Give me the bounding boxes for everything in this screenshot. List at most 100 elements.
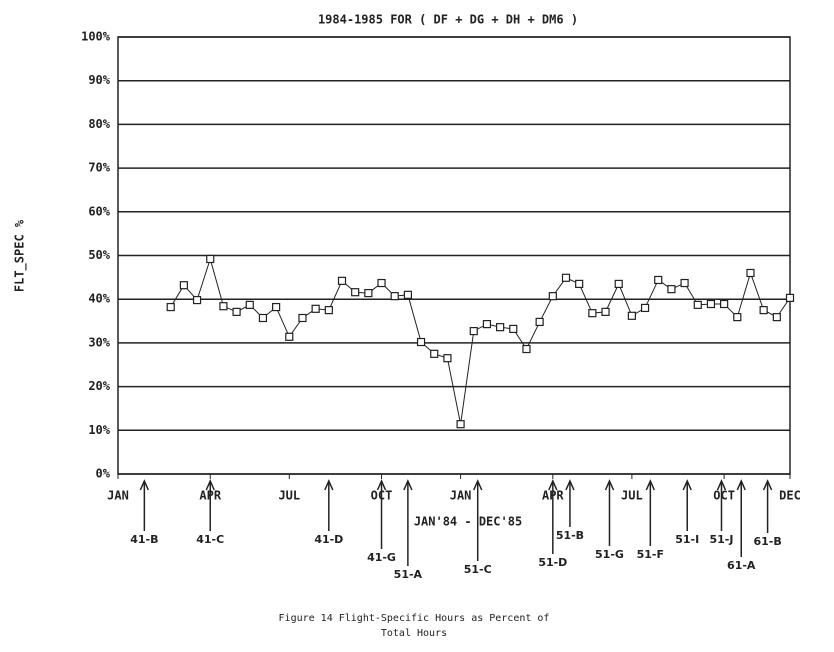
- arrow-head: [376, 479, 387, 491]
- data-point: [667, 285, 676, 294]
- data-point: [443, 354, 452, 363]
- x-tick-label: JUL: [621, 489, 643, 503]
- annotation-label: 61-B: [753, 535, 781, 548]
- annotation-label: 41-C: [196, 533, 224, 546]
- data-point: [561, 273, 571, 282]
- annotation-label: 51-A: [394, 568, 423, 581]
- data-point: [364, 288, 373, 298]
- y-tick-label: 80%: [88, 117, 110, 131]
- annotation-label: 51-C: [464, 563, 492, 576]
- data-point: [377, 278, 386, 288]
- y-tick-label: 20%: [88, 379, 110, 393]
- y-tick-label: 60%: [88, 204, 110, 218]
- data-point: [166, 302, 175, 312]
- data-point: [298, 313, 307, 323]
- y-tick-label: 30%: [88, 335, 110, 349]
- data-point: [403, 290, 412, 299]
- data-point: [706, 299, 716, 309]
- x-tick-label: JAN: [450, 489, 472, 503]
- data-point: [680, 278, 689, 288]
- arrow-head: [548, 479, 558, 491]
- data-point: [509, 324, 518, 334]
- data-point: [482, 320, 492, 329]
- data-point: [588, 309, 597, 318]
- data-point: [759, 306, 768, 315]
- caption: Figure 14 Flight-Specific Hours as Perce…: [279, 613, 550, 624]
- arrow-head: [645, 479, 656, 491]
- data-point: [430, 349, 439, 358]
- data-point: [548, 292, 557, 301]
- annotation-label: 51-D: [538, 556, 567, 569]
- data-point: [192, 295, 202, 305]
- data-point: [772, 313, 781, 322]
- y-tick-label: 10%: [88, 423, 110, 437]
- data-point: [627, 311, 636, 320]
- data-point: [219, 302, 228, 311]
- data-point: [272, 302, 281, 312]
- data-point: [416, 337, 426, 347]
- y-tick-label: 70%: [88, 161, 110, 175]
- data-point: [640, 303, 650, 313]
- data-point: [496, 323, 505, 332]
- data-point: [206, 254, 215, 264]
- x-axis-label: JAN'84 - DEC'85: [414, 515, 522, 529]
- arrow-head: [762, 479, 773, 491]
- y-tick-label: 90%: [88, 73, 110, 87]
- y-tick-label: 100%: [81, 30, 111, 44]
- data-point: [179, 281, 188, 290]
- x-tick-label: JAN: [107, 489, 129, 503]
- data-point: [601, 307, 610, 316]
- arrow-head: [473, 479, 483, 491]
- annotation-label: 51-G: [595, 548, 624, 561]
- arrow-head: [324, 479, 334, 491]
- arrow-head: [716, 479, 727, 491]
- y-tick-label: 0%: [96, 467, 111, 481]
- data-point: [535, 317, 544, 327]
- chart-title: 1984-1985 FOR ( DF + DG + DH + DM6 ): [318, 13, 578, 27]
- data-point: [522, 344, 531, 354]
- data-point: [232, 307, 241, 316]
- annotation-label: 51-F: [637, 548, 664, 561]
- annotation-label: 61-A: [727, 559, 756, 572]
- data-point: [693, 300, 702, 309]
- data-line: [170, 257, 791, 425]
- annotation-label: 41-D: [314, 533, 343, 546]
- data-point: [337, 276, 347, 285]
- data-point: [746, 268, 755, 278]
- annotation-label: 51-I: [675, 533, 699, 546]
- annotation-label: 41-G: [367, 551, 396, 564]
- data-point: [311, 304, 320, 313]
- data-point: [614, 279, 623, 289]
- data-point: [324, 306, 333, 315]
- annotation-label: 51-J: [709, 533, 733, 546]
- data-point: [654, 275, 663, 285]
- data-point: [720, 299, 729, 309]
- data-point: [245, 300, 254, 309]
- annotation-label: 41-B: [130, 533, 158, 546]
- data-point: [469, 327, 478, 336]
- arrow-head: [139, 479, 150, 491]
- arrow-head: [205, 479, 215, 491]
- data-point: [456, 420, 465, 429]
- annotation-label: 51-B: [556, 529, 584, 542]
- caption: Total Hours: [381, 628, 447, 639]
- x-tick-label: OCT: [713, 489, 735, 503]
- y-tick-label: 40%: [88, 292, 110, 306]
- data-point: [575, 279, 584, 289]
- data-point: [785, 293, 795, 302]
- data-point: [733, 313, 742, 322]
- arrow-head: [565, 479, 575, 491]
- y-axis-label: FLT_SPEC %: [13, 219, 28, 292]
- x-tick-label: JUL: [278, 489, 300, 503]
- arrow-head: [736, 479, 746, 491]
- arrow-head: [604, 479, 615, 491]
- arrow-head: [403, 479, 413, 491]
- x-tick-label: DEC: [779, 489, 801, 503]
- arrow-head: [682, 479, 692, 491]
- data-point: [258, 313, 268, 323]
- y-tick-label: 50%: [88, 248, 110, 262]
- data-point: [390, 292, 399, 301]
- data-point: [351, 288, 360, 297]
- data-point: [285, 332, 294, 341]
